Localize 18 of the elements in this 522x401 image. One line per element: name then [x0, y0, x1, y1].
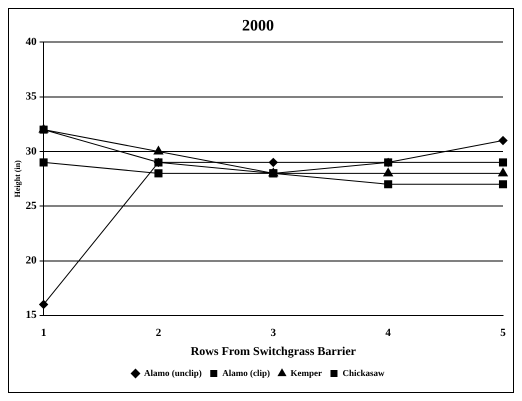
x-tick-label: 2 — [156, 326, 162, 339]
x-tick-label: 1 — [40, 326, 46, 339]
legend-label: Chickasaw — [342, 368, 385, 378]
y-tick-label: 35 — [26, 90, 38, 103]
x-tick-label: 4 — [385, 326, 392, 339]
y-tick-label: 20 — [26, 254, 38, 267]
legend-label: Alamo (clip) — [222, 368, 270, 378]
x-tick-label: 3 — [270, 326, 277, 339]
x-axis-title: Rows From Switchgrass Barrier — [190, 344, 357, 358]
chart-title: 2000 — [242, 18, 274, 35]
y-tick-label: 25 — [26, 200, 38, 212]
legend-label: Kemper — [290, 368, 322, 378]
legend-label: Alamo (unclip) — [144, 368, 202, 378]
x-tick-label: 5 — [500, 326, 506, 339]
y-axis-title: Height (in) — [12, 160, 22, 198]
y-tick-label: 15 — [26, 309, 38, 322]
y-tick-label: 40 — [26, 36, 38, 48]
y-tick-label: 30 — [26, 145, 38, 158]
